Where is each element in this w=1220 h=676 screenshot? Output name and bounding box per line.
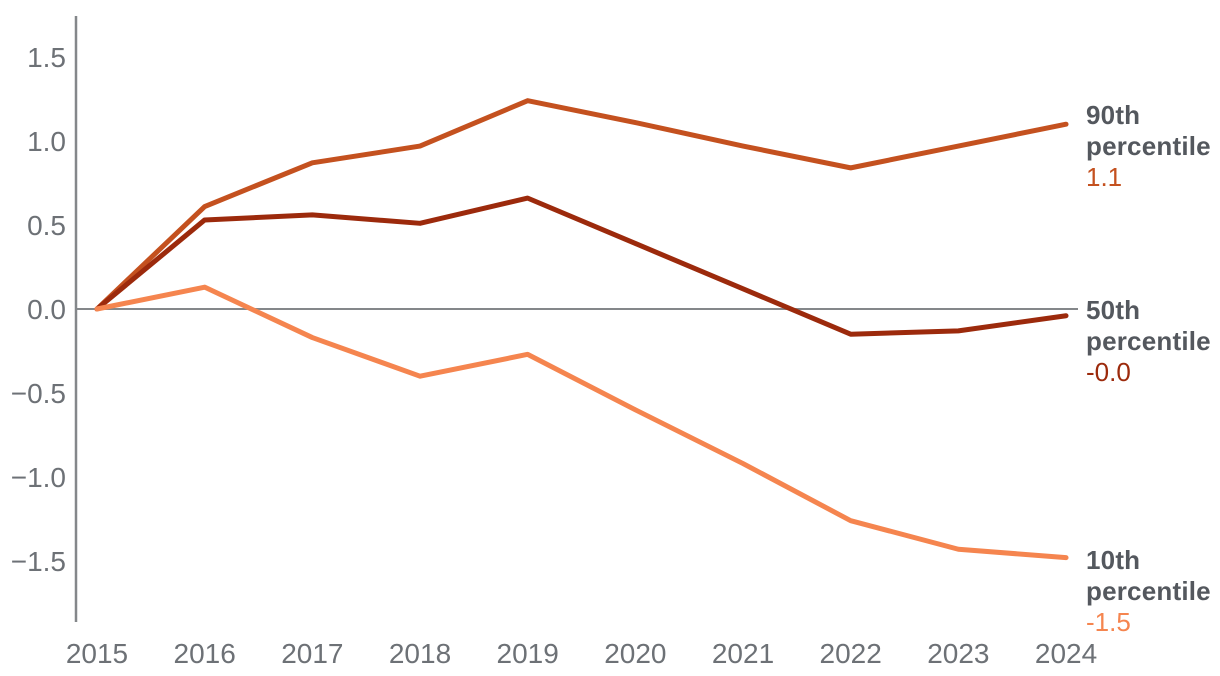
series-annotation-label: 50th percentile bbox=[1086, 295, 1211, 356]
x-tick-label: 2021 bbox=[712, 638, 774, 669]
y-axis-tick-labels: 1.5 1.0 0.5 0.0 −0.5 −1.0 −1.5 bbox=[11, 42, 66, 577]
y-tick-label: −1.5 bbox=[11, 546, 66, 577]
x-tick-label: 2018 bbox=[389, 638, 451, 669]
line-10th-percentile bbox=[94, 284, 1069, 561]
axes bbox=[74, 16, 1078, 622]
series-lines bbox=[94, 98, 1069, 561]
series-annotation-50th-percentile: 50th percentile -0.0 bbox=[1086, 295, 1218, 388]
x-tick-label: 2017 bbox=[281, 638, 343, 669]
x-tick-label: 2023 bbox=[927, 638, 989, 669]
x-tick-label: 2015 bbox=[66, 638, 128, 669]
y-tick-label: 1.0 bbox=[27, 126, 66, 157]
x-tick-label: 2019 bbox=[497, 638, 559, 669]
y-tick-label: −0.5 bbox=[11, 378, 66, 409]
series-annotation-value: -0.0 bbox=[1086, 357, 1131, 387]
line-50th-percentile bbox=[94, 195, 1069, 337]
series-annotation-10th-percentile: 10th percentile -1.5 bbox=[1086, 545, 1218, 638]
y-tick-label: 0.0 bbox=[27, 294, 66, 325]
x-tick-label: 2022 bbox=[820, 638, 882, 669]
series-annotation-value: 1.1 bbox=[1086, 162, 1123, 192]
x-tick-label: 2020 bbox=[604, 638, 666, 669]
y-tick-label: 0.5 bbox=[27, 210, 66, 241]
series-annotation-label: 90th percentile bbox=[1086, 100, 1211, 161]
line-90th-percentile bbox=[94, 98, 1069, 312]
series-annotation-90th-percentile: 90th percentile 1.1 bbox=[1086, 100, 1218, 193]
y-tick-label: −1.0 bbox=[11, 462, 66, 493]
x-tick-label: 2024 bbox=[1035, 638, 1097, 669]
y-tick-label: 1.5 bbox=[27, 42, 66, 73]
series-annotation-label: 10th percentile bbox=[1086, 545, 1211, 606]
x-tick-label: 2016 bbox=[174, 638, 236, 669]
x-axis-tick-labels: 2015 2016 2017 2018 2019 2020 2021 2022 2023 2024 bbox=[66, 638, 1097, 669]
series-annotation-value: -1.5 bbox=[1086, 607, 1131, 637]
